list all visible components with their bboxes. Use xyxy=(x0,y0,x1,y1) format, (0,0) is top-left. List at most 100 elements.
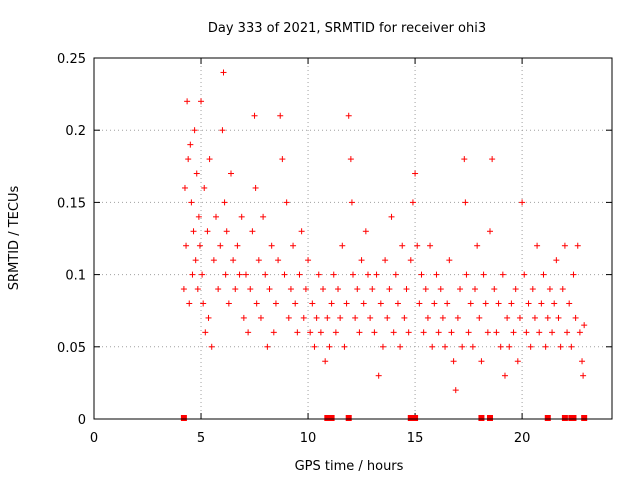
data-point xyxy=(232,286,239,293)
gap-marker xyxy=(486,415,493,421)
data-point xyxy=(240,314,247,321)
data-point xyxy=(561,242,568,249)
y-tick-label: 0.1 xyxy=(65,269,86,284)
data-point xyxy=(531,314,538,321)
data-point xyxy=(450,358,457,365)
data-point xyxy=(510,329,517,336)
data-point xyxy=(420,329,427,336)
data-point xyxy=(407,257,414,264)
data-point xyxy=(202,329,209,336)
data-point xyxy=(452,387,459,394)
data-point xyxy=(186,300,193,307)
data-point xyxy=(409,199,416,206)
data-point xyxy=(399,242,406,249)
data-point xyxy=(287,286,294,293)
data-point xyxy=(555,314,562,321)
data-point xyxy=(270,329,277,336)
data-point xyxy=(508,300,515,307)
data-point xyxy=(343,300,350,307)
data-point xyxy=(268,242,275,249)
data-point xyxy=(362,228,369,235)
data-point xyxy=(219,127,226,134)
chart-title: Day 333 of 2021, SRMTID for receiver ohi… xyxy=(208,21,486,36)
data-point xyxy=(572,314,579,321)
data-point xyxy=(465,329,472,336)
data-point xyxy=(476,314,483,321)
data-point xyxy=(354,286,361,293)
data-point xyxy=(527,343,534,350)
data-point xyxy=(206,156,213,163)
data-point xyxy=(245,329,252,336)
data-point xyxy=(198,98,205,105)
data-point xyxy=(542,343,549,350)
data-point xyxy=(341,343,348,350)
data-point xyxy=(538,300,545,307)
data-point xyxy=(484,329,491,336)
data-point xyxy=(480,271,487,278)
data-point xyxy=(183,242,190,249)
data-point xyxy=(519,199,526,206)
data-point xyxy=(320,286,327,293)
data-point xyxy=(185,156,192,163)
data-point xyxy=(223,228,230,235)
data-point xyxy=(283,199,290,206)
data-point xyxy=(201,184,208,191)
data-point xyxy=(422,286,429,293)
data-point xyxy=(347,156,354,163)
data-point xyxy=(181,184,188,191)
gap-marker xyxy=(412,415,419,421)
gap-marker xyxy=(581,415,588,421)
data-point xyxy=(373,271,380,278)
data-point xyxy=(184,98,191,105)
data-point xyxy=(574,242,581,249)
data-point xyxy=(356,329,363,336)
data-point xyxy=(576,329,583,336)
data-point xyxy=(260,213,267,220)
data-point xyxy=(546,286,553,293)
data-point xyxy=(525,300,532,307)
data-point xyxy=(579,358,586,365)
gap-marker xyxy=(478,415,485,421)
data-point xyxy=(390,329,397,336)
data-point xyxy=(220,69,227,76)
data-point xyxy=(382,257,389,264)
data-point xyxy=(454,314,461,321)
data-point xyxy=(221,199,228,206)
data-point xyxy=(298,228,305,235)
data-point xyxy=(551,300,558,307)
gap-marker xyxy=(407,415,414,421)
data-point xyxy=(570,271,577,278)
data-point xyxy=(200,300,207,307)
data-point xyxy=(462,199,469,206)
data-point xyxy=(412,170,419,177)
x-tick-label: 15 xyxy=(407,431,424,446)
data-point xyxy=(188,199,195,206)
gap-markers xyxy=(180,415,588,421)
data-point xyxy=(305,257,312,264)
data-point xyxy=(516,314,523,321)
data-point xyxy=(266,286,273,293)
data-point xyxy=(300,314,307,321)
data-point xyxy=(193,170,200,177)
data-point xyxy=(262,271,269,278)
data-point xyxy=(208,343,215,350)
data-point xyxy=(467,300,474,307)
data-point xyxy=(196,242,203,249)
axis-ticks: 0 0.05 0.1 0.15 0.2 0.25 0 5 10 15 20 xyxy=(57,52,612,446)
data-point xyxy=(337,314,344,321)
data-point xyxy=(217,242,224,249)
data-point xyxy=(497,343,504,350)
data-point xyxy=(222,271,229,278)
y-axis-label: SRMTID / TECUs xyxy=(7,186,22,291)
data-point xyxy=(324,314,331,321)
data-point xyxy=(403,286,410,293)
data-point xyxy=(360,300,367,307)
data-point xyxy=(215,286,222,293)
data-point xyxy=(549,329,556,336)
data-point xyxy=(227,170,234,177)
data-point xyxy=(401,314,408,321)
data-point xyxy=(486,228,493,235)
gap-marker xyxy=(561,415,568,421)
data-point xyxy=(394,300,401,307)
y-tick-label: 0.05 xyxy=(57,341,86,356)
